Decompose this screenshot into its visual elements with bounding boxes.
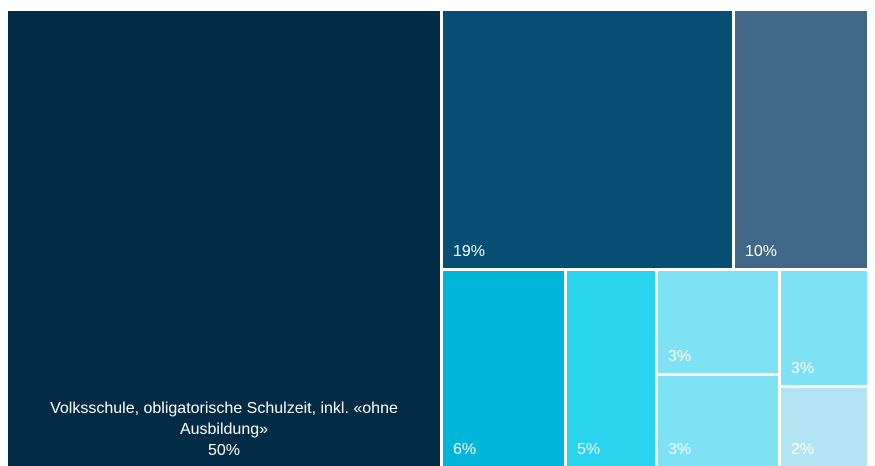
tile-5-percent: 5%: [567, 271, 655, 466]
tile-10-percent: 10%: [735, 11, 867, 268]
tile-3-percent-upper: 3%: [658, 271, 778, 373]
tile-value: 19%: [453, 243, 486, 260]
tile-value: 2%: [791, 441, 815, 458]
tile-2-percent: 2%: [781, 388, 867, 466]
tile-volksschule: Volksschule, obligatorische Schulzeit, i…: [8, 11, 440, 466]
tile-value: 3%: [668, 348, 692, 365]
tile-value: 50%: [207, 442, 241, 459]
tile-19-percent: 19%: [443, 11, 732, 268]
tile-label: Volksschule, obligatorische Schulzeit, i…: [8, 398, 440, 461]
treemap-chart: Volksschule, obligatorische Schulzeit, i…: [8, 11, 867, 466]
tile-value: 3%: [791, 360, 815, 377]
tile-value: 5%: [577, 441, 601, 458]
tile-3-percent-right: 3%: [781, 271, 867, 385]
tile-value: 3%: [668, 441, 692, 458]
tile-value: 10%: [745, 243, 778, 260]
tile-value: 6%: [453, 441, 477, 458]
tile-name: Volksschule, obligatorische Schulzeit, i…: [50, 400, 398, 438]
tile-3-percent-lower: 3%: [658, 376, 778, 466]
tile-6-percent: 6%: [443, 271, 564, 466]
